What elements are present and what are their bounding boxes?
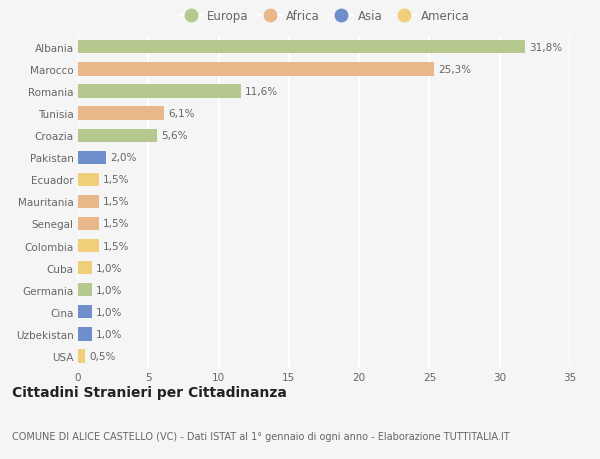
Bar	[78, 262, 92, 274]
Text: 1,0%: 1,0%	[96, 329, 122, 339]
Text: 1,0%: 1,0%	[96, 285, 122, 295]
Bar	[78, 63, 434, 76]
Bar	[78, 350, 85, 363]
Text: 1,5%: 1,5%	[103, 175, 130, 185]
Text: 2,0%: 2,0%	[110, 153, 137, 163]
Text: 25,3%: 25,3%	[438, 65, 471, 75]
Text: Cittadini Stranieri per Cittadinanza: Cittadini Stranieri per Cittadinanza	[12, 386, 287, 399]
Bar	[78, 284, 92, 297]
Bar	[78, 328, 92, 341]
Text: 1,5%: 1,5%	[103, 197, 130, 207]
Bar	[78, 129, 157, 142]
Text: 1,0%: 1,0%	[96, 263, 122, 273]
Bar	[78, 174, 99, 186]
Bar	[78, 85, 241, 98]
Bar	[78, 151, 106, 164]
Bar	[78, 107, 164, 120]
Bar	[78, 41, 525, 54]
Bar	[78, 240, 99, 252]
Legend: Europa, Africa, Asia, America: Europa, Africa, Asia, America	[174, 5, 474, 28]
Text: 6,1%: 6,1%	[168, 109, 194, 119]
Text: 1,5%: 1,5%	[103, 241, 130, 251]
Text: 31,8%: 31,8%	[529, 43, 562, 53]
Bar	[78, 306, 92, 319]
Bar	[78, 218, 99, 230]
Text: 5,6%: 5,6%	[161, 131, 187, 141]
Bar	[78, 196, 99, 208]
Text: 1,0%: 1,0%	[96, 307, 122, 317]
Text: 0,5%: 0,5%	[89, 351, 116, 361]
Text: 1,5%: 1,5%	[103, 219, 130, 229]
Text: COMUNE DI ALICE CASTELLO (VC) - Dati ISTAT al 1° gennaio di ogni anno - Elaboraz: COMUNE DI ALICE CASTELLO (VC) - Dati IST…	[12, 431, 509, 441]
Text: 11,6%: 11,6%	[245, 87, 278, 97]
